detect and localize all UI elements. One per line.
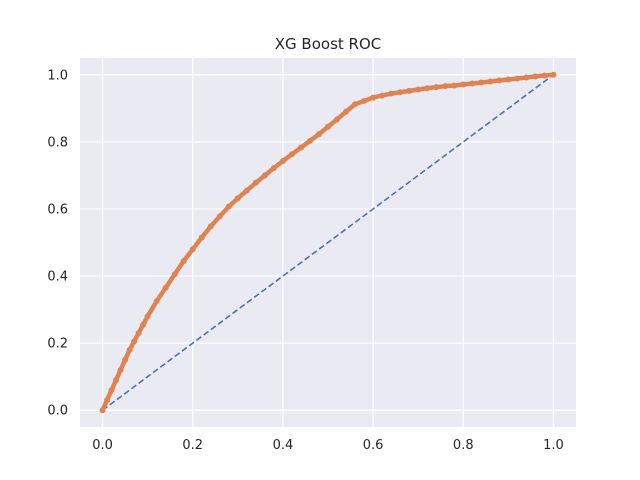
roc-curve-point (361, 97, 368, 104)
roc-curve-point (514, 75, 521, 82)
chance-diagonal-line (102, 74, 554, 411)
roc-curve-point (288, 151, 295, 158)
y-tick-label: 0.4 (47, 270, 68, 285)
roc-curve-point (532, 73, 539, 80)
roc-curve-point (243, 187, 250, 194)
grid-lines (80, 58, 576, 427)
roc-curve-point (126, 346, 133, 353)
roc-curve-point (406, 87, 413, 94)
roc-curve-point (550, 71, 557, 78)
y-axis-ticks: 0.0 0.2 0.4 0.6 0.8 1.0 (47, 68, 68, 418)
series-layer (99, 71, 557, 414)
roc-curve-point (207, 223, 214, 230)
roc-curve-point (478, 79, 485, 86)
roc-curve-point (252, 179, 259, 186)
x-tick-label: 0.6 (363, 438, 384, 453)
x-tick-label: 0.4 (273, 438, 294, 453)
roc-curve-point (334, 116, 341, 123)
roc-curve-point (415, 86, 422, 93)
roc-curve-point (140, 321, 147, 328)
roc-curve-point (505, 76, 512, 83)
roc-curve-point (122, 356, 129, 363)
x-tick-label: 0.0 (92, 438, 113, 453)
roc-curve-point (325, 123, 331, 130)
roc-curve-point (270, 165, 277, 172)
roc-curve-point (162, 284, 169, 291)
roc-curve-point (131, 338, 138, 345)
roc-curve-point (370, 94, 377, 101)
x-tick-label: 1.0 (543, 438, 564, 453)
roc-curve-point (379, 92, 386, 99)
y-tick-label: 0.2 (47, 337, 68, 352)
roc-curve-point (541, 72, 548, 79)
roc-curve-point (135, 330, 142, 337)
roc-curve-point (460, 81, 467, 88)
roc-curve-point (487, 78, 494, 85)
roc-curve-point (297, 144, 304, 151)
roc-curve-point (442, 83, 449, 90)
roc-curve-point (113, 377, 120, 384)
chart-title: XG Boost ROC (275, 35, 381, 53)
y-tick-label: 1.0 (47, 68, 68, 83)
roc-curve-point (99, 407, 106, 414)
roc-curve-point (108, 387, 115, 394)
y-tick-label: 0.8 (47, 135, 68, 150)
roc-curve-point (261, 172, 268, 179)
x-tick-label: 0.2 (182, 438, 203, 453)
roc-curve-point (117, 366, 124, 373)
x-tick-label: 0.8 (453, 438, 474, 453)
roc-curve-point (171, 271, 178, 278)
roc-curve-point (397, 89, 404, 96)
roc-curve-point (352, 101, 359, 108)
roc-curve-point (523, 74, 530, 81)
roc-curve-point (433, 84, 440, 91)
roc-curve-point (189, 246, 196, 253)
y-tick-label: 0.6 (47, 202, 68, 217)
y-tick-label: 0.0 (47, 404, 68, 419)
roc-curve-point (315, 131, 322, 138)
roc-curve-point (225, 203, 232, 210)
roc-curve-point (198, 234, 205, 241)
x-axis-ticks: 0.0 0.2 0.4 0.6 0.8 1.0 (92, 438, 564, 453)
roc-curve-point (306, 137, 313, 144)
roc-curve-point (424, 85, 431, 92)
roc-curve-point (343, 108, 350, 115)
roc-curve-point (104, 397, 111, 404)
roc-curve-point (180, 257, 187, 264)
roc-curve-point (469, 80, 476, 87)
roc-curve-point (388, 90, 395, 97)
roc-curve-point (144, 313, 151, 320)
roc-curve-point (153, 298, 160, 305)
roc-curve-point (279, 157, 286, 164)
roc-curve-point (496, 77, 503, 84)
roc-curve-point (216, 213, 223, 220)
roc-curve-point (451, 82, 458, 89)
roc-curve-point (234, 195, 241, 202)
